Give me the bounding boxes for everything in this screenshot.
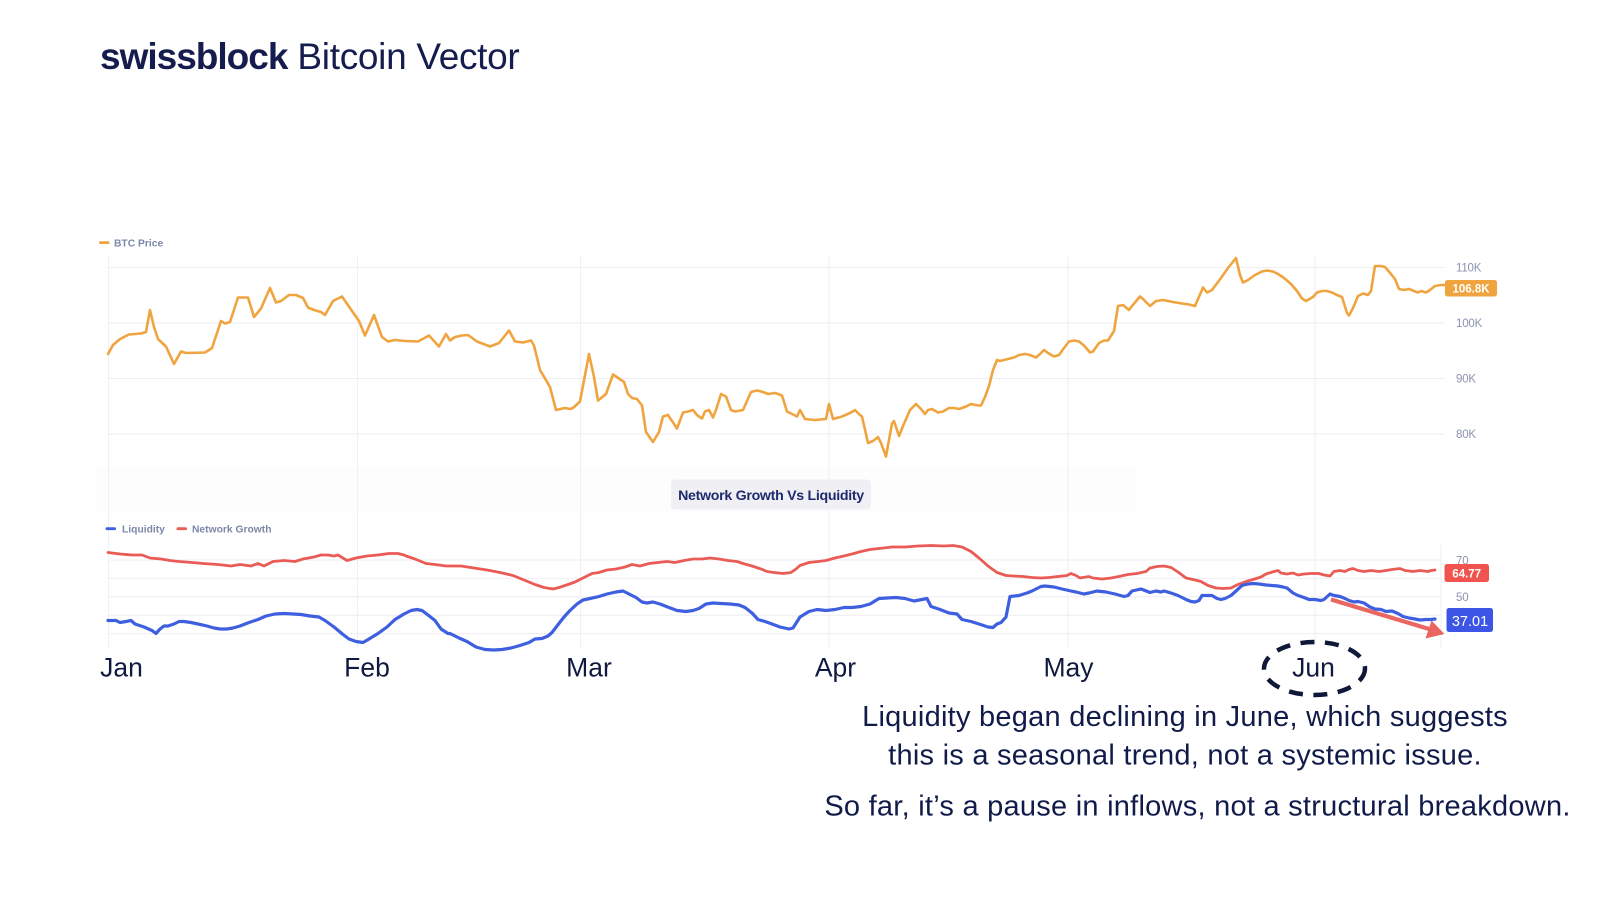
svg-text:Network Growth: Network Growth [192, 525, 272, 536]
svg-text:May: May [1043, 652, 1094, 682]
svg-text:BTC Price: BTC Price [114, 239, 163, 250]
svg-text:swissblock Bitcoin Vector: swissblock Bitcoin Vector [100, 36, 519, 77]
svg-text:110K: 110K [1456, 263, 1482, 275]
svg-text:90K: 90K [1456, 374, 1476, 386]
svg-text:this is a seasonal trend, not: this is a seasonal trend, not a systemic… [888, 740, 1482, 772]
svg-text:Jan: Jan [100, 652, 143, 682]
svg-text:So far, it’s a pause in inflow: So far, it’s a pause in inflows, not a s… [824, 791, 1570, 823]
svg-text:Mar: Mar [566, 652, 612, 682]
svg-text:106.8K: 106.8K [1452, 283, 1490, 295]
svg-text:Apr: Apr [815, 652, 856, 682]
svg-text:80K: 80K [1456, 429, 1476, 441]
svg-text:100K: 100K [1456, 318, 1483, 330]
svg-text:Liquidity began declining in J: Liquidity began declining in June, which… [862, 701, 1508, 733]
svg-text:Feb: Feb [344, 652, 390, 682]
svg-text:Network Growth Vs Liquidity: Network Growth Vs Liquidity [678, 488, 864, 504]
svg-text:Liquidity: Liquidity [122, 525, 165, 536]
svg-text:Jun: Jun [1292, 652, 1335, 682]
svg-text:50: 50 [1456, 592, 1468, 604]
svg-text:64.77: 64.77 [1452, 568, 1481, 580]
svg-text:37.01: 37.01 [1452, 614, 1488, 630]
